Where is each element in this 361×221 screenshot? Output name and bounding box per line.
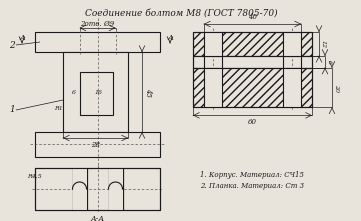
Text: 45: 45 (144, 88, 152, 97)
Text: R1: R1 (54, 105, 62, 110)
Bar (283, 32, 301, 56)
Text: 2отв. Ø9: 2отв. Ø9 (81, 20, 115, 28)
Text: 6: 6 (327, 60, 332, 64)
Text: R4,5: R4,5 (27, 173, 42, 179)
Bar (204, 32, 222, 56)
Text: 2: 2 (9, 40, 15, 50)
Bar (109, 168, 122, 210)
Bar (35, 168, 160, 210)
Bar (35, 132, 160, 157)
Text: 60: 60 (248, 118, 257, 126)
Bar (283, 68, 301, 107)
Bar (35, 32, 160, 52)
Text: 1. Корпус. Материал: СЧ15: 1. Корпус. Материал: СЧ15 (200, 171, 304, 179)
Text: А: А (167, 34, 173, 42)
Text: 40: 40 (248, 13, 257, 21)
Text: 28: 28 (91, 141, 100, 149)
Bar (204, 68, 222, 107)
Bar (80, 72, 113, 115)
Bar (193, 56, 312, 68)
Text: 16: 16 (95, 90, 103, 95)
Text: А-А: А-А (91, 215, 105, 221)
Text: 6: 6 (72, 90, 76, 95)
Bar (63, 52, 128, 132)
Text: 2. Планка. Материал: Ст 3: 2. Планка. Материал: Ст 3 (200, 182, 304, 190)
Bar (35, 168, 160, 210)
Text: Соединение болтом М8 (ГОСТ 7805-70): Соединение болтом М8 (ГОСТ 7805-70) (85, 9, 277, 18)
Bar (193, 68, 312, 107)
Text: А: А (19, 34, 25, 42)
Bar (73, 168, 87, 210)
Bar (193, 32, 312, 56)
Text: 12: 12 (321, 40, 326, 48)
Text: 1: 1 (9, 105, 15, 114)
Text: 20: 20 (334, 84, 339, 91)
